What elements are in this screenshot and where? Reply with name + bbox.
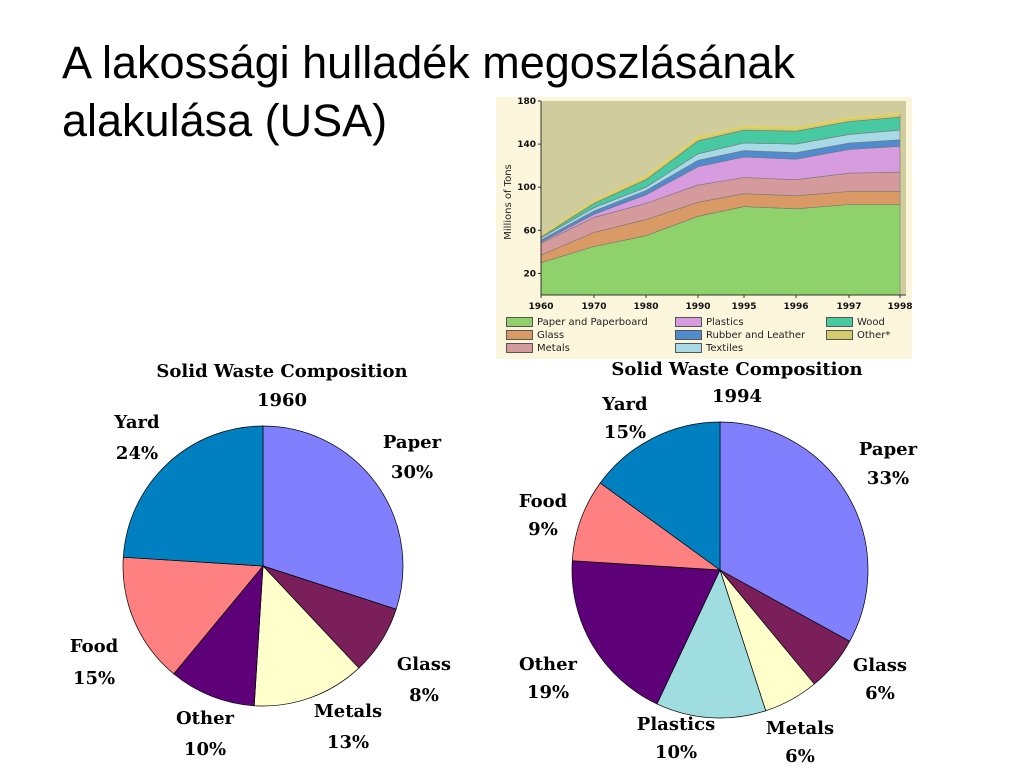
legend-item-plastics: Plastics	[675, 316, 744, 329]
legend-swatch	[506, 317, 533, 327]
area-chart: 20 60 100 140 180 1960 1970 1980 1990 1995 1996 199…	[503, 97, 912, 312]
y-tick-label: 20	[523, 269, 536, 279]
area-chart-legend: Paper and Paperboard Glass Metals Plastics R…	[506, 314, 912, 359]
y-tick-label: 140	[517, 140, 536, 150]
x-tick-label: 1980	[633, 302, 658, 312]
legend-swatch	[506, 343, 533, 353]
x-tick-label: 1997	[836, 302, 861, 312]
pie-1960-glass-name: Glass	[397, 654, 451, 675]
legend-item-metals: Metals	[506, 342, 570, 355]
pie-1960-food-pct: 15%	[73, 668, 115, 689]
pie-1960-slice-food	[122, 556, 264, 675]
legend-item-glass: Glass	[506, 329, 564, 342]
y-tick-label: 60	[523, 226, 536, 236]
pie-1994-slice-yard	[599, 421, 721, 571]
pie-1994-plastics-name: Plastics	[637, 714, 715, 735]
pie-1960-paper-pct: 30%	[391, 462, 433, 483]
x-tick-label: 1990	[685, 302, 710, 312]
pie-1960-yard-pct: 24%	[116, 443, 158, 464]
pie-1960-glass-pct: 8%	[409, 685, 439, 706]
legend-swatch	[675, 330, 702, 340]
pie-1994-metals-pct: 6%	[785, 746, 815, 767]
legend-item-wood: Wood	[826, 316, 885, 329]
legend-item-paper-and-paperboard: Paper and Paperboard	[506, 316, 648, 329]
pie-chart-1960: Solid Waste Composition 1960 Paper 30% G…	[70, 361, 451, 760]
pie-1994-year: 1994	[712, 386, 762, 407]
legend-swatch	[826, 317, 853, 327]
legend-item-rubber-and-leather: Rubber and Leather	[675, 329, 805, 342]
pie-1960-slice-yard	[122, 425, 264, 567]
legend-label: Plastics	[706, 317, 744, 328]
legend-label: Glass	[537, 330, 565, 341]
pie-1994-glass-pct: 6%	[865, 683, 895, 704]
pie-1994-food-name: Food	[519, 491, 568, 512]
x-tick-label: 1996	[783, 302, 808, 312]
pie-1994-metals-name: Metals	[766, 718, 834, 739]
pie-1994-slice-food	[571, 482, 722, 571]
pie-1994-glass-name: Glass	[853, 655, 907, 676]
legend-label: Other*	[857, 330, 891, 341]
y-axis-title: Millions of Tons	[503, 164, 514, 239]
pie-1960-title: Solid Waste Composition	[156, 361, 407, 382]
pie-1960-year: 1960	[257, 390, 307, 411]
pie-1994-slice-paper	[719, 421, 869, 642]
legend-label: Metals	[537, 343, 570, 354]
legend-label: Wood	[857, 317, 885, 328]
pie-1994-paper-name: Paper	[859, 439, 918, 460]
pie-1994-food-pct: 9%	[528, 519, 558, 540]
pie-1960-slice-other	[173, 564, 264, 707]
pie-1960-other-name: Other	[176, 708, 235, 729]
pie-1960-slice-metals	[253, 565, 360, 707]
pie-1994-other-name: Other	[519, 654, 578, 675]
x-tick-label: 1960	[528, 302, 553, 312]
x-tick-label: 1995	[731, 302, 756, 312]
slide-title-line-2: alakulása (USA)	[62, 95, 388, 146]
legend-item-textiles: Textiles	[675, 342, 743, 355]
y-tick-label: 180	[517, 97, 536, 107]
legend-label: Textiles	[706, 343, 744, 354]
area-total-line	[540, 113, 901, 237]
legend-swatch	[675, 317, 702, 327]
pie-1994-other-pct: 19%	[527, 682, 569, 703]
pie-1960-yard-name: Yard	[113, 412, 160, 433]
pie-1960-metals-name: Metals	[314, 701, 382, 722]
pie-1960-paper-name: Paper	[383, 432, 442, 453]
pie-1994-plastics-pct: 10%	[655, 742, 697, 763]
pie-1994-yard-name: Yard	[601, 394, 648, 415]
pie-1994-title: Solid Waste Composition	[611, 359, 862, 380]
pie-1960-food-name: Food	[70, 636, 119, 657]
pie-1994-slice-other	[571, 560, 721, 705]
legend-swatch	[675, 343, 702, 353]
legend-label: Paper and Paperboard	[537, 317, 648, 328]
pie-1994-paper-pct: 33%	[867, 468, 909, 489]
pie-1960-slice-paper	[262, 425, 404, 610]
pie-1994-yard-pct: 15%	[604, 422, 646, 443]
pie-1960-other-pct: 10%	[184, 739, 226, 760]
x-tick-label: 1998	[887, 302, 912, 312]
legend-swatch	[506, 330, 533, 340]
pie-1960-metals-pct: 13%	[327, 732, 369, 753]
legend-item-other: Other*	[826, 329, 890, 342]
pie-1994-slice-plastics	[656, 569, 767, 719]
y-tick-label: 100	[517, 183, 536, 193]
legend-swatch	[826, 330, 853, 340]
x-tick-label: 1970	[581, 302, 606, 312]
legend-label: Rubber and Leather	[706, 330, 806, 341]
area-chart-panel: 20 60 100 140 180 1960 1970 1980 1990 1995 1996 199…	[496, 97, 912, 359]
